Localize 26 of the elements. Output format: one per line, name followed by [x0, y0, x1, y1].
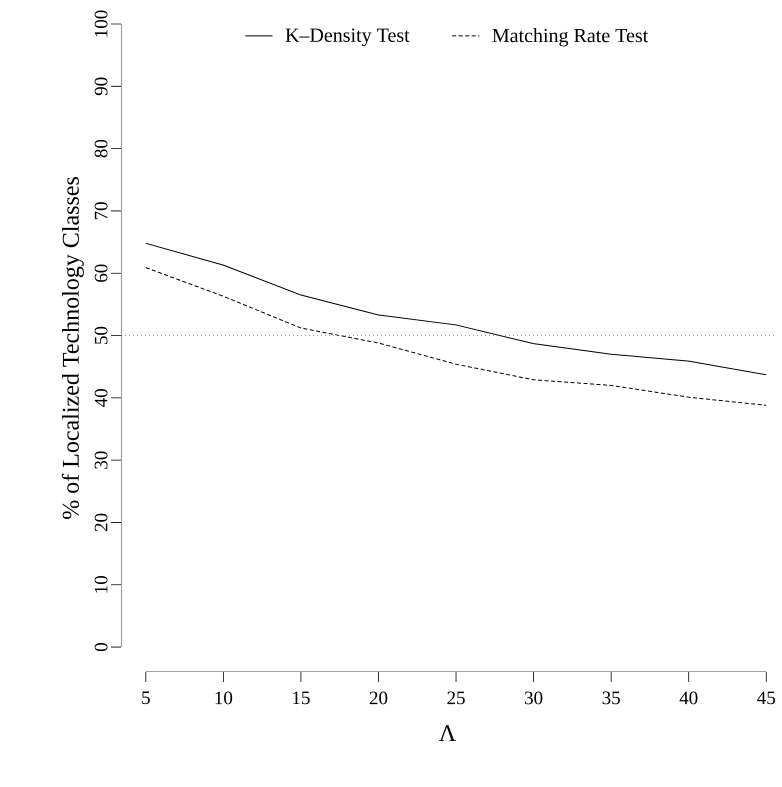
- line-series: [145, 242, 767, 376]
- x-tick-label: 25: [447, 692, 465, 704]
- y-tick-label: 30: [94, 451, 108, 469]
- x-tick-label: 5: [142, 692, 150, 704]
- y-axis-title: % of Localized Technology Classes: [62, 177, 84, 519]
- y-tick-label: 100: [94, 10, 108, 37]
- x-tick-label: 10: [216, 692, 232, 704]
- y-tick-label: 80: [94, 140, 108, 158]
- x-tick-label: 40: [680, 692, 698, 704]
- x-tick-label: 30: [524, 692, 542, 704]
- y-tick-label: 70: [94, 202, 108, 220]
- y-tick-label: 0: [94, 643, 108, 652]
- x-tick-label: 35: [602, 692, 620, 704]
- line-series: [145, 267, 767, 406]
- y-tick-label: 60: [94, 264, 108, 282]
- x-axis-title: Λ: [439, 725, 456, 742]
- legend-label: Matching Rate Test: [492, 28, 648, 46]
- x-tick-label: 45: [757, 692, 776, 704]
- y-tick-label: 10: [94, 576, 108, 593]
- x-tick-label: 15: [293, 692, 310, 704]
- y-tick-label: 40: [94, 389, 108, 407]
- legend-label: K–Density Test: [286, 28, 410, 46]
- y-tick-label: 50: [94, 326, 108, 344]
- y-tick-label: 20: [94, 514, 108, 532]
- y-tick-label: 90: [94, 78, 108, 96]
- x-tick-label: 20: [370, 692, 388, 704]
